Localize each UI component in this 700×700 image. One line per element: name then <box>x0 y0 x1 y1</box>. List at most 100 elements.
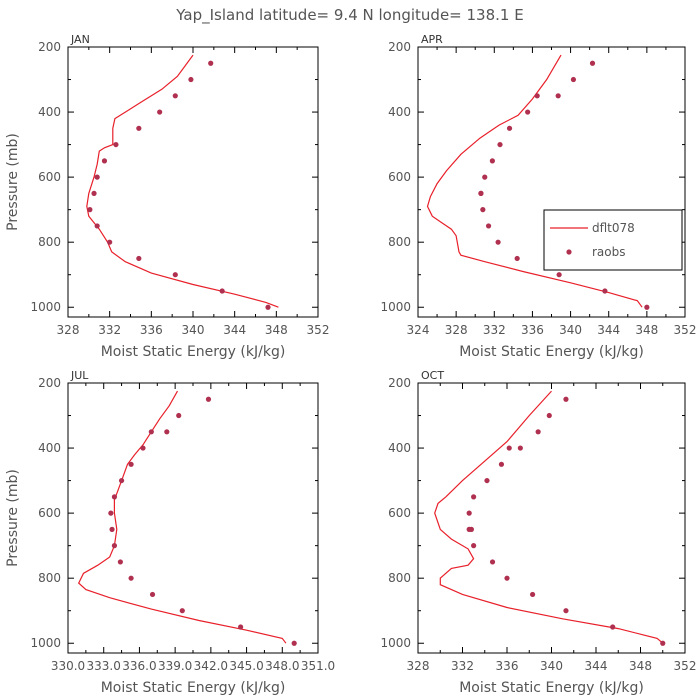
legend-obs-label: raobs <box>592 245 626 259</box>
series-line-model <box>434 390 664 644</box>
x-tick-label: 348 <box>629 659 652 673</box>
obs-point <box>525 109 531 115</box>
obs-point <box>471 494 477 500</box>
x-tick-label: 333.0 <box>87 659 121 673</box>
obs-point <box>238 624 244 630</box>
x-tick-label: 351.0 <box>301 659 335 673</box>
legend: dflt078 raobs <box>543 209 683 271</box>
obs-point <box>644 304 650 310</box>
panel-jul: JUL 330.0 333.0 336.0 339.0 342.0 345.0 348.0 35… <box>5 369 335 696</box>
obs-point <box>117 559 123 565</box>
y-tick-label: 600 <box>38 506 61 520</box>
obs-point <box>188 76 194 83</box>
obs-point <box>610 624 616 630</box>
obs-point <box>164 429 170 435</box>
obs-point <box>506 125 513 131</box>
obs-point <box>563 608 569 614</box>
x-tick-label: 348 <box>635 323 658 337</box>
x-tick-label: 344 <box>597 323 620 337</box>
obs-point <box>128 461 134 467</box>
x-tick-label: 330.0 <box>51 659 85 673</box>
x-tick-label: 348.0 <box>265 659 299 673</box>
legend-box <box>543 209 683 271</box>
obs-point <box>111 543 118 549</box>
x-tick-label: 344 <box>223 323 246 337</box>
obs-point <box>602 288 608 294</box>
x-tick-label: 348 <box>265 323 288 337</box>
obs-point <box>563 396 569 402</box>
x-tick-label: 336 <box>496 659 519 673</box>
obs-point <box>466 526 472 532</box>
obs-point <box>485 223 492 229</box>
obs-point <box>484 477 490 484</box>
obs-point <box>535 429 541 435</box>
y-tick-label: 400 <box>38 441 61 455</box>
obs-point <box>291 640 297 646</box>
obs-point <box>489 158 495 164</box>
x-tick-label: 324 <box>407 323 430 337</box>
obs-point <box>570 76 577 83</box>
x-tick-label: 336 <box>521 323 544 337</box>
x-tick-label: 336 <box>140 323 163 337</box>
obs-point <box>517 445 523 451</box>
obs-point <box>176 412 182 419</box>
y-tick-label: 1000 <box>30 300 61 314</box>
obs-point <box>497 141 503 148</box>
obs-point <box>128 575 134 581</box>
x-tick-label: 340 <box>182 323 205 337</box>
x-tick-label: 339.0 <box>158 659 192 673</box>
x-axis-title: Moist Static Energy (kJ/kg) <box>459 680 644 696</box>
y-tick-label: 400 <box>388 105 411 119</box>
obs-point <box>91 190 97 196</box>
plot-frame <box>417 46 686 318</box>
x-tick-label: 332 <box>98 323 121 337</box>
obs-point <box>466 510 472 516</box>
x-tick-label: 336.0 <box>122 659 156 673</box>
x-tick-label: 328 <box>445 323 468 337</box>
obs-point <box>101 158 108 164</box>
x-tick-label: 328 <box>407 659 430 673</box>
y-tick-label: 400 <box>388 441 411 455</box>
x-tick-label: 340 <box>559 323 582 337</box>
obs-point <box>94 223 100 229</box>
y-tick-label: 200 <box>388 40 411 54</box>
obs-point <box>111 494 118 500</box>
y-tick-label: 1000 <box>30 636 61 650</box>
obs-point <box>136 255 142 262</box>
obs-point <box>556 272 562 278</box>
series-line-model <box>426 54 643 308</box>
obs-point <box>148 429 154 435</box>
obs-point <box>172 272 178 278</box>
y-tick-label: 1000 <box>380 300 411 314</box>
obs-point <box>118 477 125 484</box>
x-tick-label: 332 <box>483 323 506 337</box>
x-tick-label: 344 <box>585 659 608 673</box>
obs-point <box>205 396 212 402</box>
obs-point <box>87 207 93 213</box>
x-tick-label: 352 <box>674 323 697 337</box>
obs-point <box>489 559 496 565</box>
obs-point <box>498 461 505 467</box>
obs-point <box>495 239 501 245</box>
obs-point <box>208 60 214 66</box>
panel-label: APR <box>421 33 443 46</box>
obs-point <box>265 304 271 310</box>
figure-title: Yap_Island latitude= 9.4 N longitude= 13… <box>175 6 523 25</box>
obs-point <box>514 255 520 262</box>
x-axis-title: Moist Static Energy (kJ/kg) <box>459 344 644 360</box>
x-tick-label: 332 <box>451 659 474 673</box>
x-axis-title: Moist Static Energy (kJ/kg) <box>101 344 286 360</box>
series-line-model <box>86 54 279 308</box>
panel-jan: JAN 328 332 336 340 344 348 352 200 400 600 800 1000… <box>5 33 329 360</box>
panel-label: OCT <box>421 369 444 382</box>
obs-point <box>555 93 561 99</box>
y-axis-title: Pressure (mb) <box>5 133 21 231</box>
y-tick-label: 400 <box>38 105 61 119</box>
y-tick-label: 200 <box>38 376 61 390</box>
obs-point <box>480 207 486 213</box>
obs-point <box>219 288 225 294</box>
obs-point <box>546 412 552 419</box>
y-tick-label: 200 <box>388 376 411 390</box>
x-axis-title: Moist Static Energy (kJ/kg) <box>101 680 286 696</box>
obs-point <box>107 239 113 245</box>
